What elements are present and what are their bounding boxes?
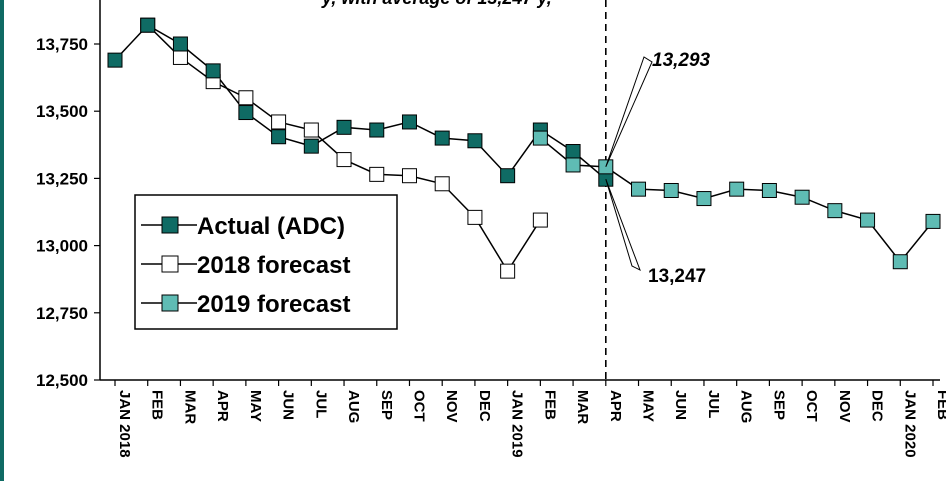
x-tick-label: DEC	[869, 390, 886, 422]
data-point-actual-adc-	[434, 130, 450, 146]
data-point-2019-forecast	[860, 212, 876, 228]
y-tick-label: 12,500	[36, 371, 88, 390]
data-point-actual-adc-	[140, 17, 156, 33]
data-point-actual-adc-	[467, 133, 483, 149]
x-tick-label: FEB	[934, 390, 946, 420]
x-tick-label: MAY	[247, 390, 264, 422]
x-tick-label: APR	[607, 390, 624, 422]
data-point-2018-forecast	[271, 114, 287, 130]
data-point-2019-forecast	[794, 189, 810, 205]
data-point-2019-forecast	[827, 203, 843, 219]
legend-label: 2019 forecast	[197, 291, 350, 318]
data-point-2019-forecast	[925, 213, 941, 229]
x-tick-label: DEC	[476, 390, 493, 422]
data-point-2018-forecast	[532, 212, 548, 228]
y-tick-label: 13,500	[36, 102, 88, 121]
y-tick-label: 12,750	[36, 304, 88, 323]
annotation-label: 13,247	[648, 266, 706, 287]
x-tick-label: MAY	[640, 390, 657, 422]
legend-marker	[161, 216, 179, 234]
y-tick-label: 13,000	[36, 237, 88, 256]
left-accent-bar	[0, 0, 4, 481]
x-tick-label: FEB	[541, 390, 558, 420]
legend-label: Actual (ADC)	[197, 213, 345, 240]
x-tick-label: JUL	[705, 390, 722, 418]
data-point-2018-forecast	[500, 263, 516, 279]
annotations: 13,293 13,247	[605, 50, 711, 287]
x-tick-label: JAN 2019	[509, 390, 526, 458]
legend-marker	[161, 294, 179, 312]
axes: 12,500 12,750 13,000 13,250 13,500 13,750 JAN …	[36, 0, 946, 458]
x-tick-label: JUL	[312, 390, 329, 418]
x-tick-label: OCT	[803, 390, 820, 422]
x-tick-label: JUN	[672, 390, 689, 420]
data-point-2018-forecast	[336, 152, 352, 168]
data-point-actual-adc-	[238, 105, 254, 121]
legend-label: 2018 forecast	[197, 252, 350, 279]
data-point-2018-forecast	[467, 209, 483, 225]
data-point-2019-forecast	[532, 130, 548, 146]
data-point-actual-adc-	[303, 138, 319, 154]
data-point-2018-forecast	[369, 166, 385, 182]
x-tick-label: OCT	[410, 390, 427, 422]
data-point-actual-adc-	[271, 129, 287, 145]
legend-marker	[161, 255, 179, 273]
x-tick-label: APR	[214, 390, 231, 422]
x-tick-label: JUN	[280, 390, 297, 420]
x-tick-label: NOV	[443, 390, 460, 423]
series-line-actual-adc-	[114, 24, 607, 180]
data-point-actual-adc-	[205, 63, 221, 79]
data-point-2019-forecast	[696, 191, 712, 207]
data-point-actual-adc-	[401, 114, 417, 130]
x-tick-label: MAR	[574, 390, 591, 424]
x-tick-label: FEB	[149, 390, 166, 420]
data-point-actual-adc-	[336, 119, 352, 135]
series-markers	[107, 17, 941, 279]
y-tick-label: 13,250	[36, 169, 88, 188]
data-point-2019-forecast	[565, 157, 581, 173]
data-point-actual-adc-	[500, 168, 516, 184]
data-point-2019-forecast	[729, 181, 745, 197]
series-line-2019-forecast	[539, 137, 934, 263]
x-tick-label: NOV	[836, 390, 853, 423]
data-point-2019-forecast	[761, 182, 777, 198]
data-point-2018-forecast	[172, 49, 188, 65]
data-point-actual-adc-	[369, 122, 385, 138]
callout-pointer	[605, 179, 641, 272]
x-tick-label: MAR	[181, 390, 198, 424]
y-tick-label: 13,750	[36, 35, 88, 54]
callout-pointer	[605, 56, 653, 168]
data-point-2018-forecast	[434, 176, 450, 192]
data-point-2018-forecast	[303, 122, 319, 138]
legend: Actual (ADC) 2018 forecast 2019 forecast	[134, 194, 398, 330]
x-tick-label: JAN 2020	[901, 390, 918, 458]
x-tick-label: SEP	[378, 390, 395, 420]
data-point-2018-forecast	[401, 168, 417, 184]
data-point-actual-adc-	[172, 36, 188, 52]
x-tick-label: AUG	[738, 390, 755, 423]
legend-box	[134, 194, 398, 330]
data-point-actual-adc-	[107, 52, 123, 68]
annotation-label: 13,293	[652, 50, 711, 71]
data-point-2018-forecast	[238, 90, 254, 106]
data-point-2019-forecast	[631, 181, 647, 197]
x-tick-label: JAN 2018	[116, 390, 133, 458]
data-point-2019-forecast	[663, 182, 679, 198]
x-tick-label: AUG	[345, 390, 362, 423]
data-point-2019-forecast	[892, 254, 908, 270]
chart-header-fragment: y, with average of 13,247 y,	[321, 0, 552, 8]
data-point-actual-adc-	[565, 144, 581, 160]
x-tick-label: SEP	[770, 390, 787, 420]
